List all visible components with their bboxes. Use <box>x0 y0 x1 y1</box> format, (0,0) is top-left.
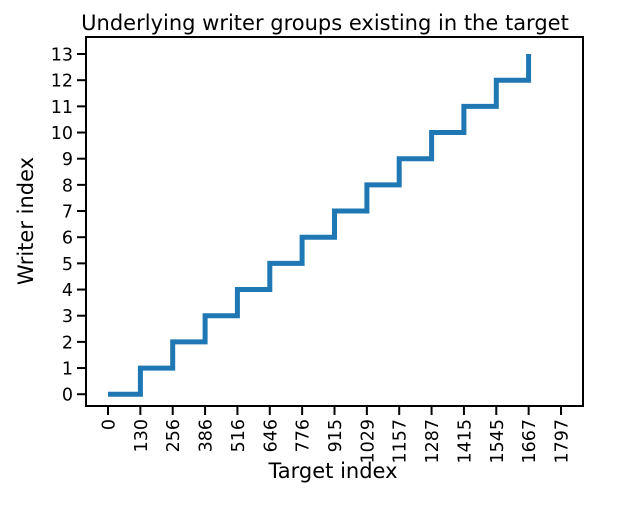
x-tick-label: 0 <box>100 419 120 430</box>
x-tick-label: 1667 <box>520 419 540 464</box>
x-axis-title: Target index <box>267 459 397 483</box>
y-tick-label: 8 <box>62 176 73 196</box>
x-tick-label: 1545 <box>488 419 508 464</box>
x-tick-label: 1029 <box>358 419 378 464</box>
series-line <box>108 54 532 397</box>
y-tick-label: 2 <box>62 333 73 353</box>
chart-title: Underlying writer groups existing in the… <box>81 11 569 35</box>
y-tick-label: 5 <box>62 255 73 275</box>
y-tick-label: 4 <box>62 281 73 301</box>
y-tick-label: 7 <box>62 203 73 223</box>
x-tick-label: 256 <box>164 419 184 452</box>
y-tick-label: 13 <box>51 46 73 66</box>
y-tick-label: 11 <box>51 98 73 118</box>
x-tick-label: 1157 <box>391 419 411 464</box>
y-axis-title: Writer index <box>14 157 38 285</box>
x-tick-label: 1415 <box>455 419 475 464</box>
x-tick-label: 1287 <box>423 419 443 464</box>
x-tick-label: 130 <box>132 419 152 452</box>
x-tick-label: 776 <box>294 419 314 452</box>
x-tick-label: 1797 <box>553 419 573 464</box>
x-tick-label: 516 <box>229 419 249 452</box>
x-tick-label: 915 <box>326 419 346 452</box>
y-tick-label: 12 <box>51 72 73 92</box>
y-tick-label: 10 <box>51 124 73 144</box>
y-tick-label: 6 <box>62 229 73 249</box>
y-tick-label: 0 <box>62 386 73 406</box>
x-axis: 0 130 256 386 516 646 776 915 1029 1157 1287 1415 15… <box>100 406 573 464</box>
y-tick-label: 9 <box>62 150 73 170</box>
y-tick-label: 3 <box>62 307 73 327</box>
x-tick-label: 386 <box>197 419 217 452</box>
x-tick-label: 646 <box>261 419 281 452</box>
y-tick-label: 1 <box>62 360 73 380</box>
